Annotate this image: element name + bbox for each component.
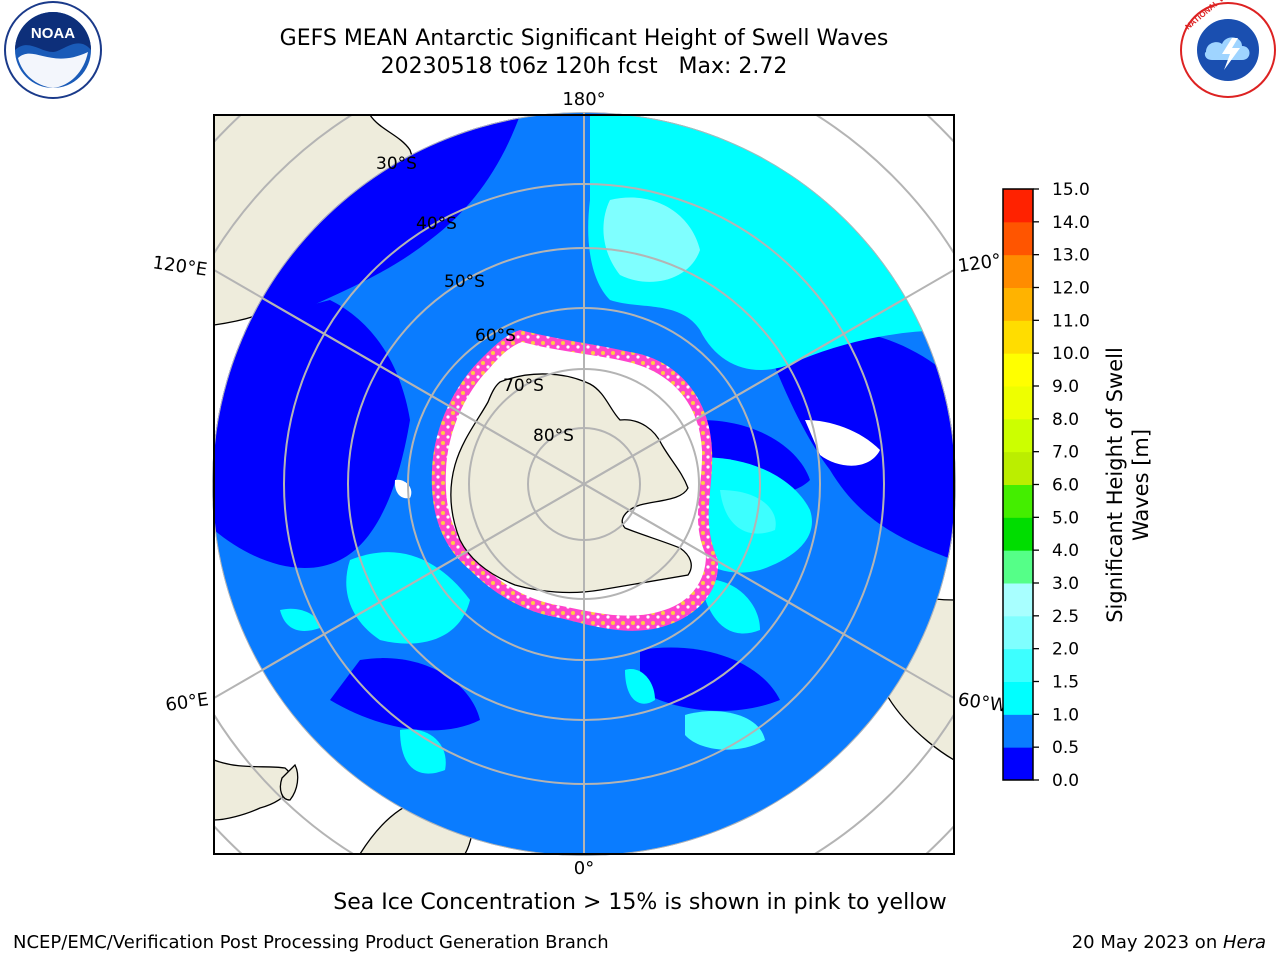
- colorbar-tick-label: 12.0: [1052, 279, 1090, 299]
- chart-title: GEFS MEAN Antarctic Significant Height o…: [279, 26, 889, 51]
- run-date: 20 May 2023 on Hera: [1072, 932, 1266, 953]
- lat-label-30s: 30°S: [376, 154, 417, 174]
- colorbar-tick-label: 3.0: [1052, 574, 1079, 594]
- lon-label-lower-left: 60°E: [164, 689, 210, 716]
- colorbar-tick-label: 5.0: [1052, 508, 1079, 528]
- colorbar-title-line2: Waves [m]: [1129, 428, 1153, 542]
- lat-label-60s: 60°S: [475, 326, 516, 346]
- map-border: [213, 114, 955, 855]
- credit-line: NCEP/EMC/Verification Post Processing Pr…: [13, 932, 609, 953]
- chart-subtitle: 20230518 t06z 120h fcst Max: 2.72: [380, 54, 788, 79]
- colorbar-tick-label: 8.0: [1052, 410, 1079, 430]
- madagascar-land: [279, 763, 299, 801]
- colorbar-tick-label: 9.0: [1052, 377, 1079, 397]
- colorbar-segment: [1003, 550, 1033, 584]
- nws-logo: NATIONAL WEATHER SERVICE: [1180, 0, 1280, 98]
- colorbar-tick-label: 11.0: [1052, 311, 1090, 331]
- colorbar-tick-label: 4.0: [1052, 541, 1079, 561]
- colorbar-segment: [1003, 418, 1033, 453]
- colorbar-tick-label: 6.0: [1052, 476, 1079, 496]
- colorbar-segment: [1003, 451, 1033, 485]
- antarctica-land: [450, 373, 692, 594]
- colorbar-tick-label: 2.0: [1052, 640, 1079, 660]
- colorbar-segment: [1003, 254, 1033, 288]
- lon-label-upper-left: 120°E: [151, 252, 208, 280]
- colorbar-segment: [1003, 287, 1033, 321]
- lat-label-80s: 80°S: [533, 426, 574, 446]
- noaa-logo-text: NOAA: [31, 25, 75, 42]
- colorbar-tick-label: 10.0: [1052, 344, 1090, 364]
- lon-label-bottom: 0°: [574, 858, 594, 879]
- colorbar-segment: [1003, 353, 1033, 387]
- lat-label-40s: 40°S: [416, 214, 457, 234]
- colorbar-segment: [1003, 583, 1033, 617]
- noaa-logo: NOAA: [4, 1, 102, 99]
- lat-label-50s: 50°S: [444, 272, 485, 292]
- colorbar-tick-label: 1.0: [1052, 705, 1079, 725]
- colorbar-title-line1: Significant Height of Swell: [1103, 347, 1127, 623]
- colorbar-title: Significant Height of Swell Waves [m]: [1102, 347, 1154, 623]
- colorbar-segment: [1003, 648, 1033, 682]
- colorbar-tick-label: 0.0: [1052, 771, 1079, 791]
- lat-label-70s: 70°S: [503, 376, 544, 396]
- colorbar-segment: [1003, 484, 1033, 518]
- lon-label-top: 180°: [562, 89, 605, 110]
- sea-ice-note: Sea Ice Concentration > 15% is shown in …: [333, 890, 947, 915]
- colorbar-tick-label: 14.0: [1052, 213, 1090, 233]
- colorbar-tick-label: 0.5: [1052, 738, 1079, 758]
- colorbar-segment: [1003, 681, 1033, 715]
- colorbar-tick-label: 13.0: [1052, 246, 1090, 266]
- colorbar-tick-label: 15.0: [1052, 180, 1090, 200]
- colorbar-segment: [1003, 747, 1033, 781]
- colorbar-segment: [1003, 320, 1033, 354]
- colorbar-segment: [1003, 386, 1033, 420]
- run-host: Hera: [1222, 932, 1266, 953]
- colorbar-segment: [1003, 714, 1033, 748]
- colorbar-segment: [1003, 517, 1033, 551]
- colorbar-segment: [1003, 221, 1033, 256]
- lon-label-lower-right: 60°W: [957, 689, 1009, 717]
- colorbar-segment: [1003, 189, 1033, 223]
- colorbar-tick-label: 2.5: [1052, 607, 1079, 627]
- run-date-prefix: 20 May 2023 on: [1071, 932, 1223, 953]
- colorbar-segment: [1003, 615, 1033, 650]
- colorbar-tick-label: 1.5: [1052, 673, 1079, 693]
- lon-label-upper-right: 120°: [957, 250, 1003, 277]
- colorbar-tick-label: 7.0: [1052, 443, 1079, 463]
- colorbar: 0.0 0.5 1.0 1.5 2.0 2.5 3.0 4.0 5.0 6.0 7.0 8.0 9.0 1…: [1002, 180, 1090, 791]
